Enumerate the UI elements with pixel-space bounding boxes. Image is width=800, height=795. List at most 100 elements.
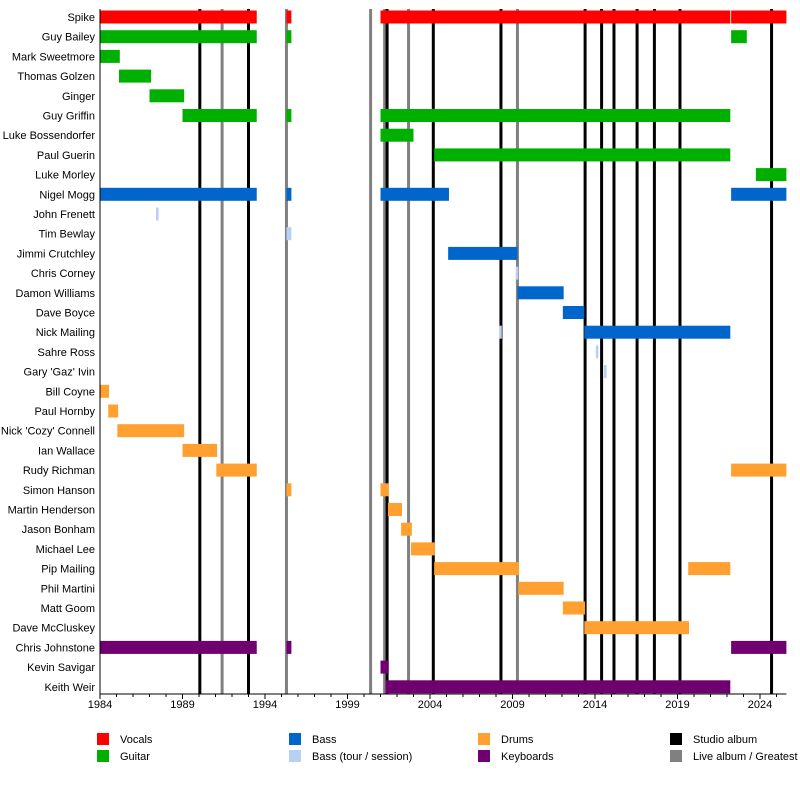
member-label: Damon Williams	[16, 288, 96, 300]
member-bar-guitar	[380, 109, 731, 122]
member-label: Kevin Savigar	[27, 662, 95, 674]
member-bar-drums	[401, 522, 412, 536]
legend-swatch	[478, 733, 490, 745]
member-label: Mark Sweetmore	[12, 51, 95, 63]
member-bar-guitar	[286, 30, 292, 44]
member-bar-drums	[688, 562, 731, 576]
member-bar-drums	[286, 483, 292, 497]
member-bar-drums	[434, 562, 520, 576]
member-bar-bass	[380, 187, 449, 201]
member-label: Martin Henderson	[8, 505, 95, 517]
legend-label: Live album / Greatest Hits	[693, 751, 800, 763]
member-bar-drums	[108, 404, 119, 418]
legend-label: Guitar	[120, 751, 150, 763]
member-bar-bass-tour-session-	[156, 207, 159, 221]
member-bar-vocals	[286, 10, 292, 24]
member-label: Chris Corney	[31, 268, 96, 280]
legend-label: Studio album	[693, 734, 757, 746]
member-label: Luke Bossendorfer	[3, 130, 96, 142]
member-label: Tim Bewlay	[39, 229, 96, 241]
member-bar-guitar	[434, 148, 731, 162]
member-bar-bass-tour-session-	[604, 365, 607, 379]
member-bar-drums	[411, 542, 435, 556]
member-bar-keyboards	[100, 640, 257, 654]
x-tick-label: 1984	[88, 699, 112, 711]
member-bar-bass	[286, 187, 292, 201]
member-label: Ginger	[62, 91, 95, 103]
member-label: Nick Mailing	[36, 327, 95, 339]
member-bar-guitar	[118, 69, 152, 83]
member-bar-bass-tour-session-	[286, 227, 292, 241]
member-bar-guitar	[755, 168, 787, 182]
member-bar-guitar	[182, 109, 257, 122]
member-label: Simon Hanson	[23, 485, 95, 497]
member-label: Thomas Golzen	[17, 71, 95, 83]
member-bar-drums	[100, 384, 110, 398]
member-bar-vocals	[380, 10, 731, 24]
member-label: Nigel Mogg	[39, 189, 95, 201]
x-tick-label: 1999	[335, 699, 359, 711]
member-bar-guitar	[100, 49, 120, 63]
member-bar-drums	[380, 483, 389, 497]
legend-swatch	[97, 750, 109, 762]
member-label: Ian Wallace	[38, 445, 95, 457]
member-bar-drums	[518, 581, 564, 595]
member-bar-bass	[584, 325, 731, 339]
member-bar-bass	[562, 306, 585, 319]
member-bar-drums	[562, 601, 586, 615]
x-tick-label: 2004	[418, 699, 442, 711]
member-label: Spike	[67, 12, 95, 24]
member-label: Sahre Ross	[38, 347, 96, 359]
x-tick-label: 1989	[170, 699, 194, 711]
x-tick-label: 2019	[665, 699, 689, 711]
x-tick-label: 2014	[583, 699, 607, 711]
member-bar-drums	[117, 424, 185, 438]
x-tick-label: 1994	[253, 699, 277, 711]
member-label: Chris Johnstone	[16, 642, 96, 654]
legend-swatch	[97, 733, 109, 745]
member-label: John Frenett	[33, 209, 95, 221]
member-label: Guy Bailey	[42, 32, 96, 44]
member-bar-bass	[100, 187, 257, 201]
member-bar-guitar	[286, 109, 292, 122]
legend-label: Vocals	[120, 734, 153, 746]
member-bar-keyboards	[380, 660, 389, 674]
member-label: Gary 'Gaz' Ivin	[24, 367, 95, 379]
member-label: Phil Martini	[41, 583, 95, 595]
member-label: Jason Bonham	[22, 524, 95, 536]
member-label: Keith Weir	[44, 682, 95, 694]
member-bar-bass	[517, 286, 564, 300]
x-tick-label: 2009	[500, 699, 524, 711]
legend-label: Bass (tour / session)	[312, 751, 412, 763]
legend-swatch	[670, 750, 682, 762]
legend-swatch	[289, 733, 301, 745]
member-label: Michael Lee	[36, 544, 95, 556]
member-bar-guitar	[100, 30, 257, 44]
member-label: Rudy Richman	[23, 465, 95, 477]
member-bar-drums	[387, 503, 402, 516]
member-bar-bass	[448, 246, 518, 260]
member-bar-bass-tour-session-	[515, 266, 519, 280]
member-bar-guitar	[731, 30, 747, 44]
member-label: Matt Goom	[41, 603, 95, 615]
member-bar-guitar	[149, 89, 185, 103]
legend-label: Keyboards	[501, 751, 554, 763]
member-bar-drums	[182, 443, 218, 457]
member-label: Bill Coyne	[45, 386, 95, 398]
member-label: Dave McCluskey	[12, 623, 95, 635]
x-tick-label: 2024	[748, 699, 772, 711]
member-bar-bass-tour-session-	[499, 325, 502, 339]
member-label: Luke Morley	[35, 170, 95, 182]
legend-swatch	[478, 750, 490, 762]
member-bar-bass	[731, 187, 787, 201]
member-bar-guitar	[380, 128, 414, 142]
member-bar-vocals	[100, 10, 257, 24]
member-bar-keyboards	[385, 680, 731, 694]
legend-label: Bass	[312, 734, 337, 746]
member-label: Pip Mailing	[41, 564, 95, 576]
member-bar-drums	[216, 463, 257, 477]
member-label: Jimmi Crutchley	[17, 248, 96, 260]
member-bar-vocals	[731, 10, 787, 24]
legend-label: Drums	[501, 734, 534, 746]
member-label: Nick 'Cozy' Connell	[1, 426, 95, 438]
